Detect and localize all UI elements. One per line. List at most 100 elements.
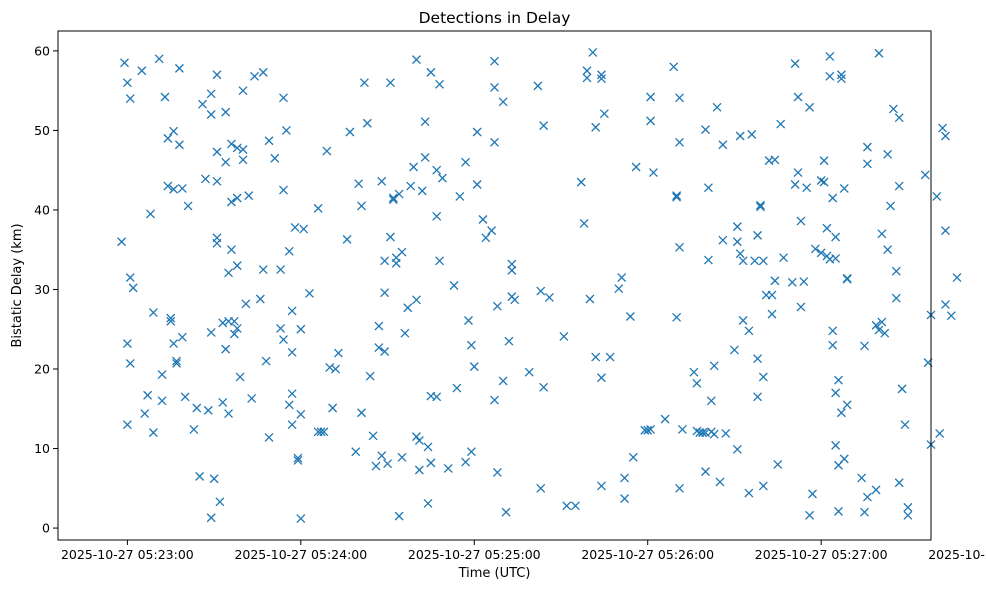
data-point — [620, 473, 630, 483]
data-point — [810, 244, 820, 254]
data-point — [701, 125, 710, 135]
data-point — [423, 498, 433, 508]
data-point — [886, 201, 895, 211]
data-point — [305, 288, 314, 298]
data-point — [357, 201, 366, 211]
data-point — [423, 442, 433, 452]
data-point — [822, 223, 832, 233]
data-point — [380, 288, 390, 298]
data-point — [779, 253, 789, 263]
x-tick-label: 2025-10-27 05:25:00 — [408, 547, 541, 562]
data-point — [660, 414, 670, 424]
data-point — [264, 432, 274, 442]
data-point — [776, 119, 786, 129]
data-point — [773, 459, 783, 469]
data-point — [180, 392, 190, 402]
data-point — [322, 146, 332, 156]
x-tick-label: 2025-10-27 05:28:00 — [928, 547, 986, 562]
data-point — [461, 157, 471, 167]
data-point — [397, 247, 407, 257]
data-point — [744, 488, 754, 498]
data-point — [940, 300, 950, 310]
x-tick-label: 2025-10-27 05:27:00 — [755, 547, 888, 562]
data-point — [831, 440, 841, 450]
data-point — [712, 102, 722, 112]
data-point — [891, 293, 901, 303]
data-point — [900, 420, 910, 430]
data-point — [472, 127, 482, 137]
data-point — [874, 325, 884, 335]
data-point — [279, 185, 288, 195]
data-point — [449, 281, 459, 290]
data-point — [689, 367, 699, 377]
data-point — [897, 384, 907, 394]
data-point — [189, 424, 199, 434]
data-point — [805, 510, 815, 520]
data-point — [753, 230, 763, 240]
data-point — [952, 273, 962, 283]
data-point — [226, 197, 236, 207]
data-point — [790, 180, 800, 189]
plot-frame — [57, 30, 932, 541]
data-point — [226, 139, 236, 149]
data-point — [125, 94, 135, 104]
data-point — [218, 318, 228, 328]
data-point — [860, 507, 869, 517]
data-point — [701, 467, 710, 477]
data-point — [293, 453, 303, 463]
data-point — [325, 362, 335, 372]
data-point — [675, 242, 684, 252]
data-point — [469, 362, 479, 372]
data-point — [148, 428, 158, 438]
data-point — [345, 127, 355, 137]
data-point — [206, 513, 216, 523]
data-point — [562, 501, 572, 511]
data-point — [894, 113, 904, 123]
data-point — [206, 110, 216, 119]
data-point — [247, 393, 257, 403]
data-point — [614, 284, 624, 294]
data-point — [735, 131, 745, 141]
data-point — [617, 273, 627, 283]
data-point — [122, 420, 132, 430]
data-point — [122, 339, 132, 349]
data-point — [435, 79, 445, 89]
data-point — [747, 129, 757, 139]
data-point — [669, 62, 679, 72]
data-point — [596, 70, 606, 80]
data-point — [264, 136, 274, 146]
data-point — [718, 235, 728, 245]
data-point — [862, 159, 872, 169]
data-point — [296, 324, 306, 334]
data-point — [808, 489, 817, 499]
data-point — [628, 452, 638, 462]
data-point — [212, 176, 222, 186]
data-point — [250, 71, 260, 81]
data-point — [871, 320, 881, 330]
data-point — [796, 302, 806, 312]
data-point — [620, 494, 630, 504]
data-point — [576, 177, 586, 187]
data-point — [206, 327, 216, 337]
data-point — [328, 403, 338, 413]
data-point — [281, 125, 291, 135]
data-point — [649, 168, 658, 178]
data-point — [435, 256, 445, 266]
data-point — [195, 471, 205, 481]
data-point — [839, 454, 849, 464]
data-point — [261, 356, 271, 366]
data-point — [706, 396, 716, 406]
data-point — [238, 86, 248, 96]
data-point — [732, 222, 742, 232]
data-point — [935, 428, 945, 438]
data-point — [397, 452, 407, 462]
data-point — [383, 459, 393, 469]
data-point — [426, 67, 436, 77]
data-point — [732, 237, 742, 247]
data-point — [703, 183, 713, 193]
data-point — [163, 133, 173, 143]
data-point — [744, 326, 754, 336]
data-point — [385, 232, 395, 242]
data-point — [276, 323, 286, 333]
data-point — [365, 371, 375, 381]
